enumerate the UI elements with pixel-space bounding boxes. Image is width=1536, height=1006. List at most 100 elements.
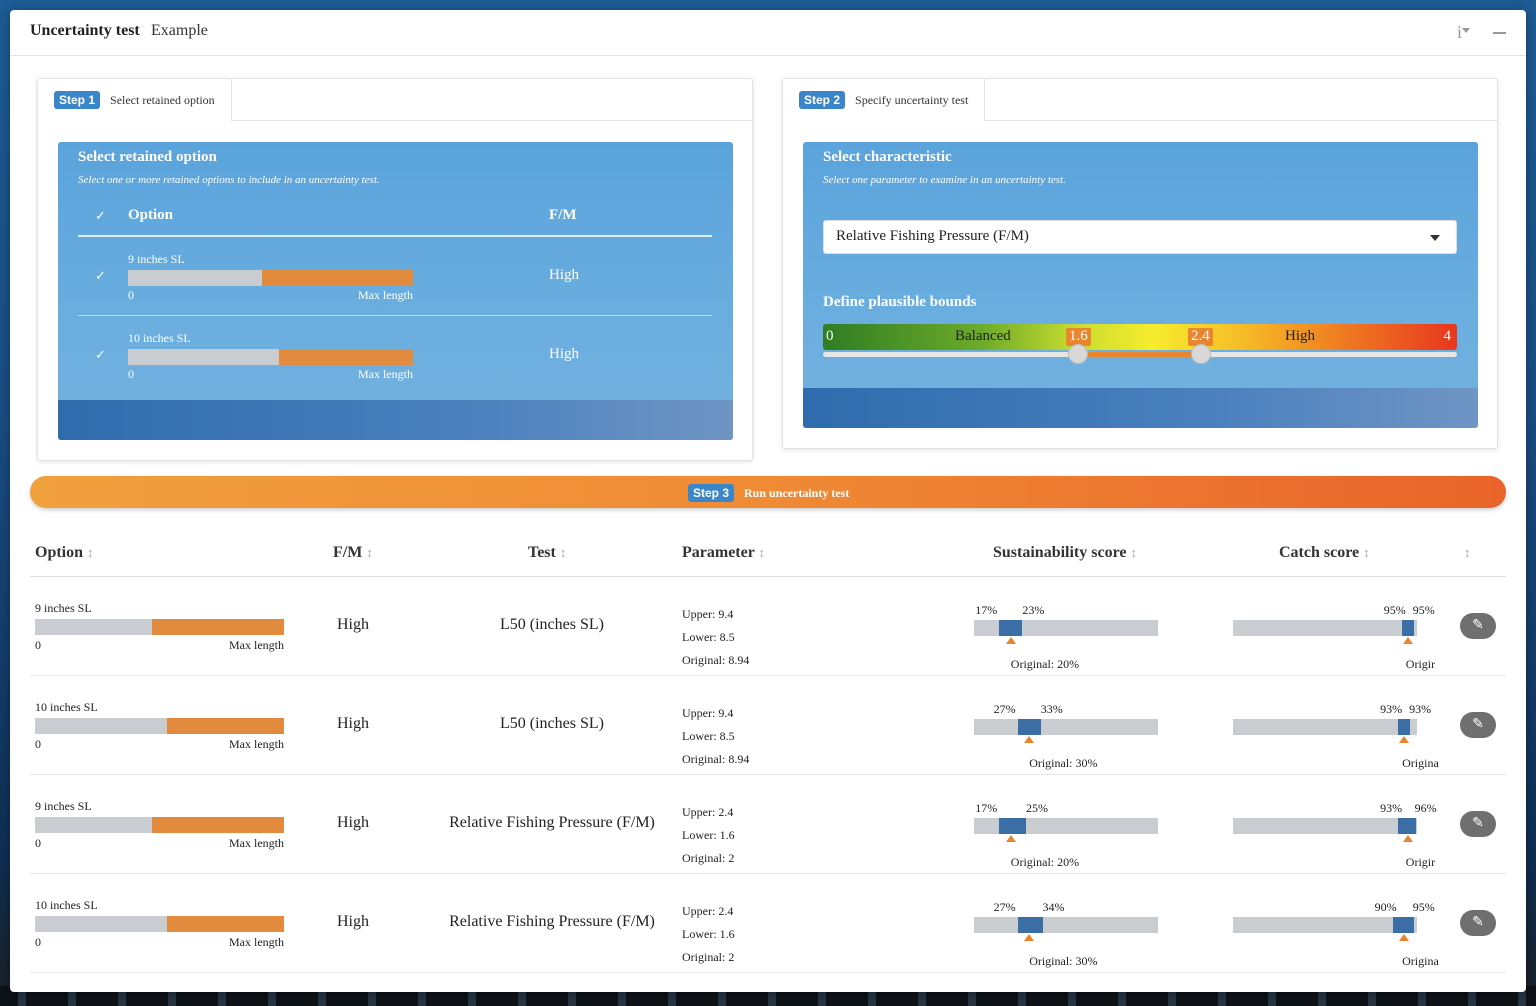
length-bar-fill <box>152 619 284 635</box>
catch-score-bar <box>1233 719 1417 743</box>
param-lower: Lower: 1.6 <box>682 828 735 842</box>
catch-ci-range <box>1398 818 1416 834</box>
catch-original-label: Origina <box>1402 756 1439 770</box>
lower-bound-marker: 1.6 <box>1066 328 1091 346</box>
retained-option-card: Select retained option Select one or mor… <box>58 142 733 440</box>
length-min-label: 0 <box>35 638 41 652</box>
header-divider <box>78 235 712 237</box>
title-bar: Uncertainty test Example i <box>10 10 1526 56</box>
length-bar-fill <box>152 817 284 833</box>
row-divider <box>78 315 712 316</box>
tab-step2[interactable]: Step 2 Specify uncertainty test <box>783 79 986 121</box>
minimize-icon[interactable] <box>1493 32 1506 34</box>
edit-icon: ✎ <box>1472 915 1484 930</box>
catch-score-bar <box>1233 818 1417 842</box>
edit-icon: ✎ <box>1472 717 1484 732</box>
sustainability-lower-pct: 17% <box>975 603 998 617</box>
column-header-option[interactable]: Option ↕ <box>35 544 94 562</box>
sustainability-original-marker <box>1005 637 1016 644</box>
param-upper: Upper: 2.4 <box>682 904 734 918</box>
edit-button[interactable]: ✎ <box>1460 712 1496 738</box>
info-icon[interactable]: i <box>1456 22 1462 42</box>
option-fm-value: High <box>549 267 579 283</box>
parameter-select[interactable]: Relative Fishing Pressure (F/M) <box>823 220 1457 254</box>
catch-original-marker <box>1399 934 1410 941</box>
step3-badge: Step 3 <box>688 484 735 502</box>
length-bar-fill <box>166 916 284 932</box>
sustainability-upper-pct: 23% <box>1022 603 1045 617</box>
length-bar-fill <box>166 718 284 734</box>
lower-bound-handle[interactable] <box>1068 344 1088 364</box>
option-fm-value: High <box>549 346 579 362</box>
edit-button[interactable]: ✎ <box>1460 613 1496 639</box>
bounds-title: Define plausible bounds <box>823 294 977 310</box>
card-subtitle: Select one or more retained options to i… <box>78 174 380 186</box>
sustainability-score-bar <box>974 917 1158 941</box>
option-checkbox[interactable]: ✓ <box>95 268 106 283</box>
header-label: Test <box>528 544 556 561</box>
bounds-slider-range <box>1078 352 1201 357</box>
row-test-name: L50 (inches SL) <box>500 616 604 633</box>
length-max-label: Max length <box>229 836 284 850</box>
catch-lower-pct: 90% <box>1374 900 1397 914</box>
run-uncertainty-test-button[interactable]: Step 3 Run uncertainty test <box>30 476 1506 508</box>
zone-balanced-label: Balanced <box>955 328 1011 344</box>
length-max-label: Max length <box>229 638 284 652</box>
param-original: Original: 8.94 <box>682 653 750 667</box>
sustainability-ci-range <box>999 818 1026 834</box>
length-bar <box>35 916 284 932</box>
sustainability-score-bar <box>974 818 1158 842</box>
sort-icon: ↕ <box>559 545 567 560</box>
select-all-checkbox[interactable]: ✓ <box>95 208 106 223</box>
catch-ci-range <box>1398 719 1411 735</box>
param-original: Original: 8.94 <box>682 752 750 766</box>
catch-upper-pct: 96% <box>1414 801 1437 815</box>
card-title: Select retained option <box>78 149 217 165</box>
sustainability-original-marker <box>1024 736 1035 743</box>
column-header-catch[interactable]: Catch score ↕ <box>1279 544 1370 562</box>
length-max-label: Max length <box>358 367 413 381</box>
option-checkbox[interactable]: ✓ <box>95 347 106 362</box>
param-upper: Upper: 2.4 <box>682 805 734 819</box>
param-original: Original: 2 <box>682 851 735 865</box>
info-dropdown-caret-icon[interactable] <box>1462 28 1470 33</box>
card-title: Select characteristic <box>823 149 952 165</box>
app-subtitle: Example <box>151 22 208 39</box>
table-row: 10 inches SL 0 Max length High Relative … <box>30 874 1506 973</box>
column-header-parameter[interactable]: Parameter ↕ <box>682 544 765 562</box>
bounds-slider-track[interactable] <box>823 352 1457 357</box>
sustainability-upper-pct: 34% <box>1042 900 1065 914</box>
upper-bound-handle[interactable] <box>1191 344 1211 364</box>
table-row: 9 inches SL 0 Max length High L50 (inche… <box>30 577 1506 676</box>
chevron-down-icon <box>1430 235 1440 241</box>
scale-min-label: 0 <box>826 328 834 344</box>
sustainability-upper-pct: 33% <box>1040 702 1063 716</box>
card-subtitle: Select one parameter to examine in an un… <box>823 174 1066 186</box>
param-lower: Lower: 8.5 <box>682 630 735 644</box>
sustainability-lower-pct: 27% <box>993 702 1016 716</box>
edit-icon: ✎ <box>1472 816 1484 831</box>
column-header-test[interactable]: Test ↕ <box>528 544 566 562</box>
table-row: 10 inches SL 0 Max length High L50 (inch… <box>30 676 1506 775</box>
column-header-fm[interactable]: F/M ↕ <box>333 544 373 562</box>
edit-button[interactable]: ✎ <box>1460 811 1496 837</box>
column-header-actions[interactable]: ↕ <box>1464 544 1471 562</box>
sustainability-upper-pct: 25% <box>1026 801 1048 815</box>
step1-badge: Step 1 <box>54 91 101 109</box>
edit-button[interactable]: ✎ <box>1460 910 1496 936</box>
step1-tab-label: Select retained option <box>110 92 215 107</box>
zone-high-label: High <box>1285 328 1315 344</box>
tab-step1[interactable]: Step 1 Select retained option <box>38 79 232 121</box>
length-bar-fill <box>261 270 413 286</box>
catch-original-label: Origir <box>1405 657 1436 671</box>
catch-original-marker <box>1402 637 1413 644</box>
sustainability-original-marker <box>1005 835 1016 842</box>
column-header-sustainability[interactable]: Sustainability score ↕ <box>993 544 1137 562</box>
row-option-name: 9 inches SL <box>35 799 92 813</box>
param-upper: Upper: 9.4 <box>682 706 734 720</box>
row-option-name: 10 inches SL <box>35 898 98 912</box>
row-fm-value: High <box>337 913 369 930</box>
sort-icon: ↕ <box>1130 545 1138 560</box>
header-label: Catch score <box>1279 544 1360 561</box>
catch-upper-pct: 95% <box>1412 603 1435 617</box>
